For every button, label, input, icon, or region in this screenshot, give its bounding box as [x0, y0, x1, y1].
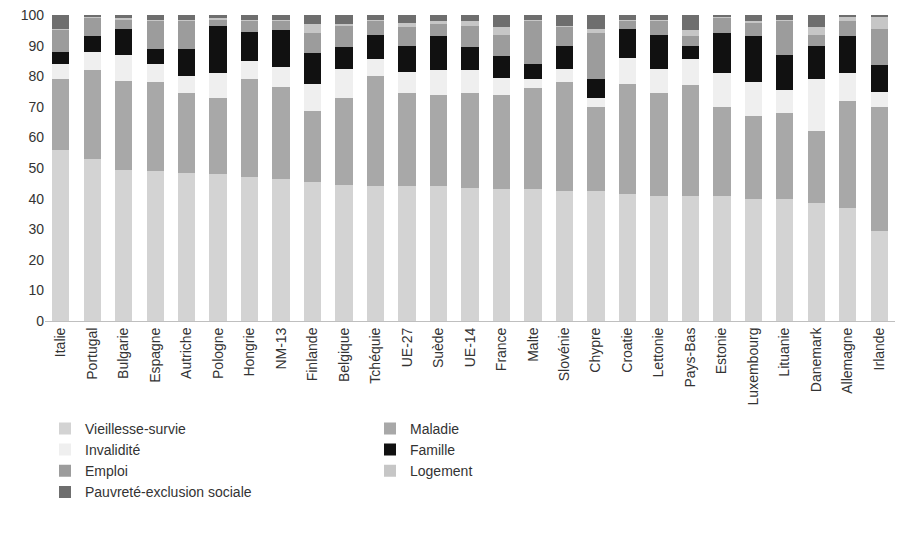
svg-text:Autriche: Autriche — [178, 327, 194, 379]
svg-text:Luxembourg: Luxembourg — [745, 328, 761, 406]
svg-text:Belgique: Belgique — [336, 327, 352, 382]
svg-text:Logement: Logement — [410, 463, 472, 479]
svg-text:France: France — [493, 327, 509, 371]
svg-text:Lettonie: Lettonie — [650, 327, 666, 377]
svg-text:90: 90 — [28, 38, 44, 54]
svg-text:40: 40 — [28, 191, 44, 207]
svg-text:30: 30 — [28, 221, 44, 237]
svg-text:80: 80 — [28, 68, 44, 84]
svg-text:UE-27: UE-27 — [399, 327, 415, 367]
svg-text:Allemagne: Allemagne — [839, 327, 855, 393]
svg-text:20: 20 — [28, 252, 44, 268]
svg-text:10: 10 — [28, 282, 44, 298]
svg-text:Pologne: Pologne — [210, 327, 226, 379]
svg-text:NM-13: NM-13 — [273, 327, 289, 369]
svg-text:Irlande: Irlande — [871, 327, 887, 370]
svg-text:Finlande: Finlande — [304, 327, 320, 381]
svg-text:Suède: Suède — [430, 327, 446, 368]
svg-text:Portugal: Portugal — [84, 328, 100, 380]
svg-text:Hongrie: Hongrie — [241, 327, 257, 376]
svg-text:60: 60 — [28, 129, 44, 145]
svg-text:Espagne: Espagne — [147, 327, 163, 382]
svg-text:UE-14: UE-14 — [462, 327, 478, 367]
svg-text:Emploi: Emploi — [85, 463, 128, 479]
svg-text:Vieillesse-survie: Vieillesse-survie — [85, 421, 186, 437]
svg-text:Chypre: Chypre — [587, 327, 603, 372]
svg-text:70: 70 — [28, 99, 44, 115]
svg-text:50: 50 — [28, 160, 44, 176]
svg-text:Pauvreté-exclusion sociale: Pauvreté-exclusion sociale — [85, 484, 252, 500]
svg-text:Slovénie: Slovénie — [556, 327, 572, 381]
svg-text:Maladie: Maladie — [410, 421, 459, 437]
svg-text:Tchéquie: Tchéquie — [367, 327, 383, 383]
svg-text:Bulgarie: Bulgarie — [115, 327, 131, 379]
svg-text:Italie: Italie — [52, 327, 68, 357]
svg-text:0: 0 — [36, 313, 44, 329]
svg-text:Pays-Bas: Pays-Bas — [682, 328, 698, 388]
svg-text:Danemark: Danemark — [808, 327, 824, 393]
svg-text:Croatie: Croatie — [619, 327, 635, 372]
svg-text:Estonie: Estonie — [713, 327, 729, 374]
svg-text:100: 100 — [21, 7, 45, 23]
svg-text:Invalidité: Invalidité — [85, 442, 140, 458]
svg-text:Famille: Famille — [410, 442, 455, 458]
svg-text:Lituanie: Lituanie — [776, 327, 792, 376]
svg-text:Malte: Malte — [525, 327, 541, 361]
